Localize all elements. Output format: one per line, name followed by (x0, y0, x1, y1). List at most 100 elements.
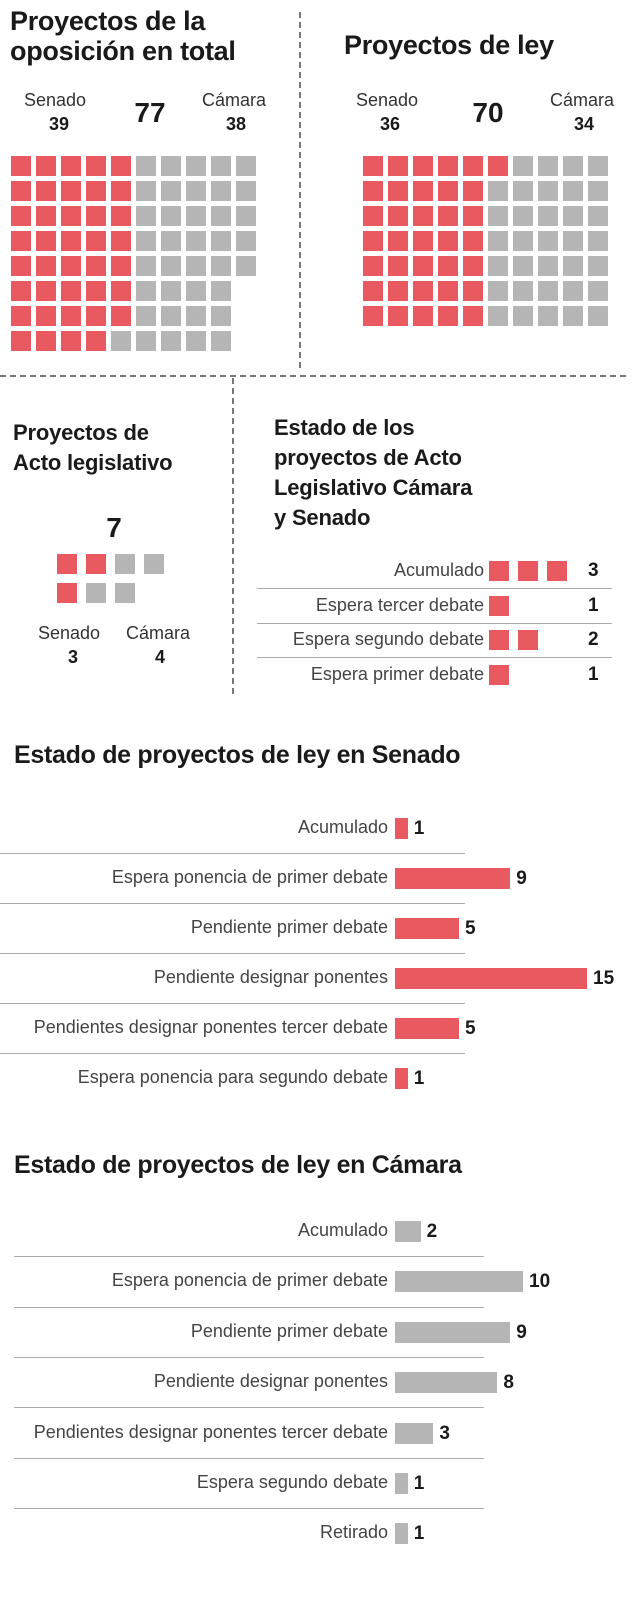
camara-bar (395, 1372, 498, 1394)
panel-total-senado-count: 39 (48, 114, 70, 134)
panel-total-title: Proyectos de la oposición en total (10, 6, 236, 66)
waffle-ley-square-senado (463, 306, 483, 326)
waffle-total-square-camara (161, 156, 181, 176)
waffle-ley-square-camara (563, 156, 583, 176)
waffle-total-square-senado (86, 281, 106, 301)
senado-separator (0, 953, 465, 954)
divider-vertical-bottom (232, 378, 234, 694)
panel-acto-senado-label: Senado (38, 623, 101, 643)
waffle-total-square-camara (136, 306, 156, 326)
acto-status-title-line2: proyectos de Acto (274, 445, 462, 470)
waffle-total-square-senado (86, 231, 106, 251)
waffle-total-square-camara (236, 206, 256, 226)
waffle-total-square-camara (136, 231, 156, 251)
camara-bar (395, 1221, 421, 1242)
camara-bar (395, 1523, 408, 1545)
waffle-ley-square-camara (588, 281, 608, 301)
waffle-total-square-senado (86, 331, 106, 351)
camara-bar (395, 1271, 523, 1293)
senado-label: Pendiente designar ponentes (153, 967, 388, 987)
camara-label: Pendiente primer debate (190, 1320, 388, 1341)
waffle-ley-square-senado (463, 156, 483, 176)
waffle-total-square-senado (11, 256, 31, 276)
waffle-total-square-senado (86, 156, 106, 176)
waffle-ley-square-senado (388, 306, 408, 326)
waffle-total-square-senado (86, 206, 106, 226)
acto-status-value: 3 (588, 560, 599, 581)
waffle-ley-square-camara (513, 181, 533, 201)
waffle-ley-square-camara (513, 306, 533, 326)
waffle-total-square-senado (11, 156, 31, 176)
waffle-total-square-camara (161, 231, 181, 251)
senado-bar (395, 1018, 459, 1039)
camara-value: 2 (426, 1221, 438, 1242)
waffle-ley-square-senado (388, 156, 408, 176)
waffle-total-square-camara (136, 281, 156, 301)
waffle-acto-square-camara (144, 554, 164, 574)
waffle-total-square-camara (186, 306, 206, 326)
senado-value: 1 (413, 1068, 425, 1089)
waffle-total-square-camara (136, 256, 156, 276)
acto-status-label: Espera tercer debate (315, 594, 484, 615)
senado-value: 5 (465, 918, 476, 939)
waffle-total-square-senado (86, 256, 106, 276)
waffle-ley-square-senado (438, 181, 458, 201)
acto-status-label: Espera segundo debate (292, 629, 484, 649)
waffle-total-square-camara (211, 331, 231, 351)
panel-acto-title-line2: Acto legislativo (13, 450, 173, 475)
camara-label: Retirado (319, 1522, 388, 1543)
waffle-ley-square-camara (588, 181, 608, 201)
acto-status-bar-square (547, 561, 567, 581)
waffle-total (11, 156, 261, 351)
camara-chart-title: Estado de proyectos de ley en Cámara (14, 1151, 462, 1179)
waffle-ley-square-senado (413, 156, 433, 176)
waffle-ley-square-senado (363, 181, 383, 201)
waffle-total-square-senado (11, 331, 31, 351)
waffle-total-square-senado (36, 231, 56, 251)
camara-value: 1 (413, 1473, 425, 1494)
acto-status-label: Acumulado (393, 560, 484, 580)
waffle-total-square-senado (61, 181, 81, 201)
waffle-total-square-senado (61, 306, 81, 326)
acto-status-bar-square (489, 630, 509, 650)
acto-status-label: Espera primer debate (310, 663, 484, 684)
panel-acto-total: 7 (106, 512, 122, 543)
acto-status-bar-square (489, 664, 509, 685)
camara-label: Espera segundo debate (196, 1472, 388, 1492)
senado-label: Espera ponencia de primer debate (111, 867, 388, 887)
waffle-total-square-camara (186, 206, 206, 226)
panel-acto-camara-label: Cámara (126, 623, 191, 643)
camara-value: 3 (439, 1422, 450, 1444)
acto-status-separator (257, 588, 612, 590)
waffle-ley-square-senado (388, 256, 408, 276)
waffle-ley-square-senado (463, 206, 483, 226)
waffle-total-square-camara (186, 181, 206, 201)
waffle-ley-square-senado (413, 206, 433, 226)
waffle-acto-square-senado (57, 554, 77, 574)
waffle-ley-square-camara (513, 281, 533, 301)
waffle-total-square-senado (61, 231, 81, 251)
waffle-total-square-camara (211, 156, 231, 176)
waffle-ley-square-senado (363, 256, 383, 276)
acto-status-separator (257, 622, 612, 624)
camara-separator (14, 1457, 484, 1459)
senado-label: Acumulado (297, 817, 388, 837)
waffle-total-square-camara (136, 206, 156, 226)
waffle-total-square-senado (11, 281, 31, 301)
waffle-total-square-camara (136, 156, 156, 176)
panel-ley-camara-label: Cámara (550, 90, 615, 110)
camara-separator (14, 1407, 484, 1409)
senado-value: 15 (593, 968, 615, 989)
camara-label: Espera ponencia de primer debate (111, 1270, 388, 1291)
acto-status-value: 2 (588, 629, 599, 650)
waffle-total-square-senado (111, 306, 131, 326)
waffle-ley-square-camara (588, 231, 608, 251)
waffle-ley-square-senado (488, 156, 508, 176)
waffle-total-square-camara (186, 231, 206, 251)
acto-status-bar-square (489, 595, 509, 616)
camara-separator (14, 1357, 484, 1358)
senado-bar (395, 818, 408, 839)
camara-label: Acumulado (297, 1220, 388, 1240)
waffle-acto-square-camara (115, 583, 135, 603)
waffle-total-square-camara (236, 156, 256, 176)
